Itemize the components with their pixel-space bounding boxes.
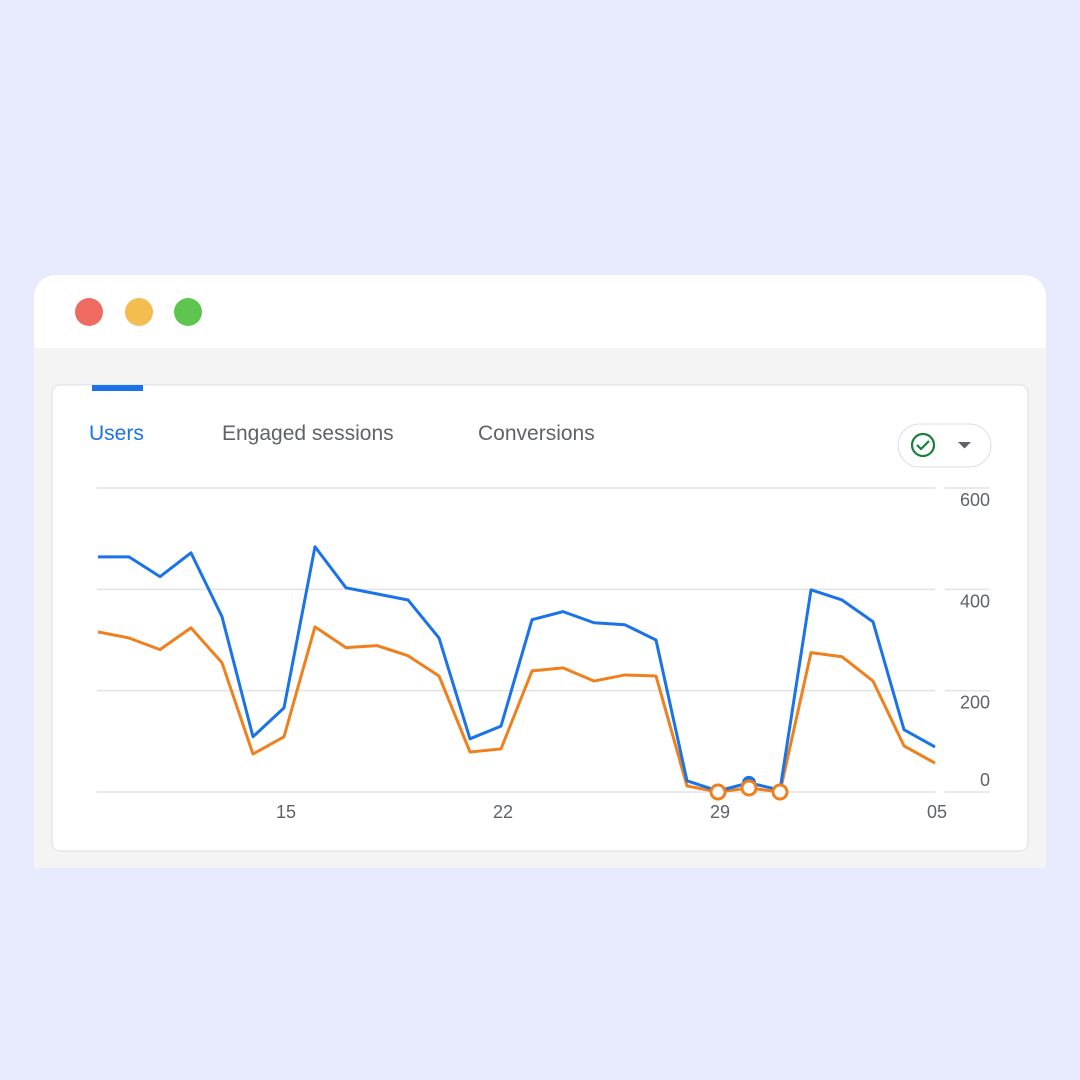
plot: 600 400 200 0 15 22 29 05 xyxy=(97,487,990,822)
tab[interactable]: Conversions xyxy=(478,422,595,445)
series-line xyxy=(98,545,936,793)
x-tick-label: 22 xyxy=(493,802,513,822)
x-tick-label: 15 xyxy=(276,802,296,822)
minimize-button[interactable] xyxy=(125,298,153,326)
tab[interactable]: Users xyxy=(89,422,144,445)
point xyxy=(740,779,758,797)
close-button[interactable] xyxy=(75,298,103,326)
tab[interactable]: Engaged sessions xyxy=(222,422,394,445)
series-line xyxy=(97,625,936,794)
check-icon xyxy=(910,432,936,458)
maximize-button[interactable] xyxy=(174,298,202,326)
x-tick-label: 29 xyxy=(710,802,730,822)
compare-button[interactable] xyxy=(897,423,992,468)
y-tick-label: 600 xyxy=(960,490,990,510)
y-tick-label: 0 xyxy=(980,770,990,790)
y-tick-label: 200 xyxy=(960,693,990,713)
point xyxy=(709,783,727,801)
tab-indicator xyxy=(92,385,143,391)
check-mark xyxy=(916,440,930,451)
point xyxy=(771,783,789,801)
dropdown-arrow xyxy=(958,442,971,449)
x-tick-label: 05 xyxy=(927,802,947,822)
y-tick-label: 400 xyxy=(960,591,990,611)
